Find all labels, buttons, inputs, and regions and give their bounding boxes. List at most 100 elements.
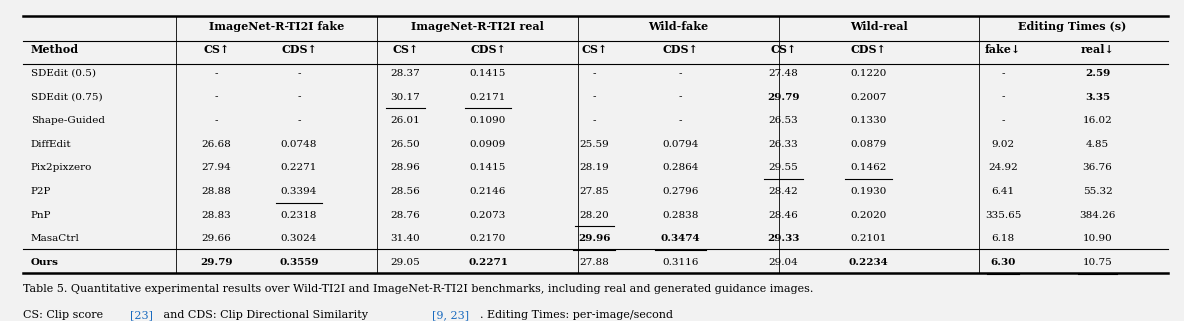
Text: 0.2864: 0.2864 [662,163,699,172]
Text: CDS↑: CDS↑ [470,44,506,55]
Text: CS↑: CS↑ [581,44,607,55]
Text: and CDS: Clip Directional Similarity: and CDS: Clip Directional Similarity [160,310,372,320]
Text: 26.50: 26.50 [391,140,420,149]
Text: 28.83: 28.83 [201,211,231,220]
Text: -: - [214,116,218,125]
Text: 28.20: 28.20 [579,211,610,220]
Text: 0.2838: 0.2838 [662,211,699,220]
Text: 27.94: 27.94 [201,163,231,172]
Text: 0.2796: 0.2796 [662,187,699,196]
Text: 10.75: 10.75 [1082,258,1113,267]
Text: 0.1415: 0.1415 [470,69,507,78]
Text: -: - [593,116,596,125]
Text: 0.0909: 0.0909 [470,140,507,149]
Text: 29.05: 29.05 [391,258,420,267]
Text: CS↑: CS↑ [771,44,797,55]
Text: -: - [593,69,596,78]
Text: 0.1090: 0.1090 [470,116,507,125]
Text: real↓: real↓ [1081,44,1114,55]
Text: 0.2271: 0.2271 [468,258,508,267]
Text: 0.3116: 0.3116 [662,258,699,267]
Text: 29.04: 29.04 [768,258,798,267]
Text: 0.2318: 0.2318 [281,211,317,220]
Text: 29.79: 29.79 [200,258,232,267]
Text: -: - [1002,69,1005,78]
Text: 31.40: 31.40 [391,234,420,243]
Text: PnP: PnP [31,211,51,220]
Text: 6.18: 6.18 [991,234,1015,243]
Text: CDS↑: CDS↑ [663,44,699,55]
Text: 28.96: 28.96 [391,163,420,172]
Text: Shape-Guided: Shape-Guided [31,116,105,125]
Text: 0.1462: 0.1462 [850,163,887,172]
Text: 28.37: 28.37 [391,69,420,78]
Text: ImageNet-R-TI2I real: ImageNet-R-TI2I real [411,21,543,32]
Text: Wild-fake: Wild-fake [648,21,708,32]
Text: 2.59: 2.59 [1085,69,1111,78]
Text: 16.02: 16.02 [1082,116,1113,125]
Text: 27.48: 27.48 [768,69,798,78]
Text: 0.2073: 0.2073 [470,211,507,220]
Text: 6.41: 6.41 [991,187,1015,196]
Text: 27.85: 27.85 [579,187,610,196]
Text: -: - [1002,92,1005,102]
Text: -: - [678,116,682,125]
Text: 384.26: 384.26 [1080,211,1115,220]
Text: 24.92: 24.92 [989,163,1018,172]
Text: 28.76: 28.76 [391,211,420,220]
Text: 0.0794: 0.0794 [662,140,699,149]
Text: -: - [297,69,301,78]
Text: CDS↑: CDS↑ [281,44,317,55]
Text: Ours: Ours [31,258,59,267]
Text: Pix2pixzero: Pix2pixzero [31,163,92,172]
Text: 10.90: 10.90 [1082,234,1113,243]
Text: Method: Method [31,44,79,55]
Text: 26.33: 26.33 [768,140,798,149]
Text: ImageNet-R-TI2I fake: ImageNet-R-TI2I fake [210,21,345,32]
Text: 0.2170: 0.2170 [470,234,507,243]
Text: CS↑: CS↑ [392,44,418,55]
Text: 9.02: 9.02 [991,140,1015,149]
Text: 26.53: 26.53 [768,116,798,125]
Text: 26.01: 26.01 [391,116,420,125]
Text: 29.33: 29.33 [767,234,799,243]
Text: 55.32: 55.32 [1082,187,1113,196]
Text: 335.65: 335.65 [985,211,1022,220]
Text: [9, 23]: [9, 23] [432,310,469,320]
Text: -: - [214,92,218,102]
Text: 29.66: 29.66 [201,234,231,243]
Text: 26.68: 26.68 [201,140,231,149]
Text: 28.56: 28.56 [391,187,420,196]
Text: 28.42: 28.42 [768,187,798,196]
Text: 0.2007: 0.2007 [850,92,887,102]
Text: 36.76: 36.76 [1082,163,1113,172]
Text: 4.85: 4.85 [1086,140,1109,149]
Text: 0.2020: 0.2020 [850,211,887,220]
Text: 0.1330: 0.1330 [850,116,887,125]
Text: P2P: P2P [31,187,51,196]
Text: -: - [678,69,682,78]
Text: Table 5. Quantitative experimental results over Wild-TI2I and ImageNet-R-TI2I be: Table 5. Quantitative experimental resul… [22,284,813,294]
Text: -: - [297,116,301,125]
Text: DiffEdit: DiffEdit [31,140,71,149]
Text: 30.17: 30.17 [391,92,420,102]
Text: [23]: [23] [130,310,153,320]
Text: 0.2234: 0.2234 [849,258,888,267]
Text: MasaCtrl: MasaCtrl [31,234,79,243]
Text: -: - [593,92,596,102]
Text: 0.2101: 0.2101 [850,234,887,243]
Text: fake↓: fake↓ [985,44,1021,55]
Text: 0.3559: 0.3559 [279,258,318,267]
Text: 0.1415: 0.1415 [470,163,507,172]
Text: Wild-real: Wild-real [850,21,908,32]
Text: 3.35: 3.35 [1085,92,1111,102]
Text: 28.46: 28.46 [768,211,798,220]
Text: -: - [1002,116,1005,125]
Text: CS↑: CS↑ [204,44,230,55]
Text: 29.96: 29.96 [578,234,611,243]
Text: 0.2171: 0.2171 [470,92,507,102]
Text: 0.2271: 0.2271 [281,163,317,172]
Text: -: - [297,92,301,102]
Text: 0.1930: 0.1930 [850,187,887,196]
Text: 29.79: 29.79 [767,92,799,102]
